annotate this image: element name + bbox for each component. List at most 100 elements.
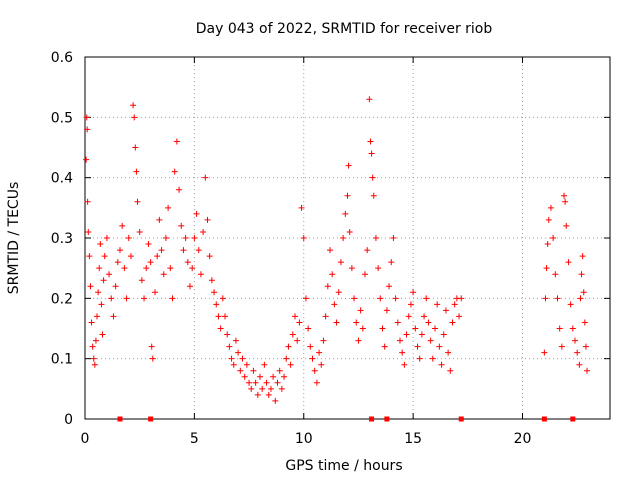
data-point xyxy=(429,355,436,362)
data-point xyxy=(285,343,292,350)
y-tick-label: 0.5 xyxy=(51,110,73,126)
data-point xyxy=(267,385,274,392)
data-point xyxy=(281,373,288,380)
data-point xyxy=(189,265,196,272)
data-point xyxy=(342,210,349,217)
x-axis: 0 5 10 15 20 xyxy=(81,57,531,447)
data-point xyxy=(141,295,148,302)
data-point xyxy=(388,259,395,266)
data-point xyxy=(226,343,233,350)
data-point xyxy=(318,361,325,368)
data-point xyxy=(407,301,414,308)
data-point xyxy=(156,216,163,223)
data-point xyxy=(447,367,454,374)
data-point xyxy=(134,198,141,205)
data-point xyxy=(556,325,563,332)
data-point xyxy=(160,271,167,278)
data-point xyxy=(351,295,358,302)
data-point xyxy=(241,373,248,380)
data-point xyxy=(405,313,412,320)
data-point xyxy=(217,325,224,332)
data-point xyxy=(182,235,189,241)
data-point xyxy=(565,259,572,266)
x-tick-label: 10 xyxy=(295,431,313,447)
data-point xyxy=(367,138,374,145)
data-point xyxy=(542,295,549,302)
data-point xyxy=(581,319,588,326)
data-point xyxy=(85,228,92,235)
data-point xyxy=(121,265,128,272)
data-point xyxy=(438,361,445,368)
data-point xyxy=(138,277,145,284)
data-point xyxy=(228,355,235,362)
data-point xyxy=(162,235,169,241)
data-point xyxy=(276,367,283,374)
data-point xyxy=(261,361,268,368)
data-point xyxy=(403,331,410,338)
data-point xyxy=(114,259,121,266)
data-point xyxy=(91,361,98,368)
data-point xyxy=(576,361,583,368)
data-point xyxy=(353,319,360,326)
data-point xyxy=(133,168,140,175)
data-point xyxy=(359,325,366,332)
data-point xyxy=(544,241,551,248)
data-point xyxy=(569,325,576,332)
data-point xyxy=(345,162,352,169)
data-point xyxy=(292,313,298,320)
data-point xyxy=(130,102,137,109)
data-point xyxy=(383,307,390,314)
data-point xyxy=(449,319,456,326)
data-point xyxy=(165,204,172,211)
data-point xyxy=(257,373,263,380)
y-axis: 0 0.1 0.2 0.3 0.4 0.5 0.6 xyxy=(51,50,610,428)
data-point xyxy=(562,198,569,205)
data-point xyxy=(83,156,90,163)
data-point xyxy=(320,337,327,344)
data-point xyxy=(440,331,447,338)
data-point xyxy=(208,277,215,284)
data-point xyxy=(97,241,104,248)
data-point xyxy=(305,325,312,332)
data-point xyxy=(211,289,218,296)
data-point xyxy=(171,168,178,175)
data-point xyxy=(239,355,246,362)
data-point xyxy=(324,283,331,290)
data-point xyxy=(577,295,584,302)
data-point xyxy=(541,349,548,356)
data-point xyxy=(197,271,204,278)
data-point xyxy=(112,283,119,290)
data-point xyxy=(547,204,554,211)
data-point xyxy=(357,307,364,314)
data-point xyxy=(364,247,371,254)
data-point xyxy=(148,343,155,350)
data-point xyxy=(442,307,449,314)
data-point xyxy=(580,289,587,296)
data-point xyxy=(296,319,303,326)
data-point xyxy=(381,343,388,350)
data-point xyxy=(416,355,423,362)
data-point xyxy=(243,361,250,368)
data-point xyxy=(394,319,401,326)
data-point xyxy=(331,301,338,308)
data-point xyxy=(83,114,90,121)
data-point xyxy=(263,379,270,386)
data-point xyxy=(235,349,242,356)
x-tick-label: 0 xyxy=(81,431,90,447)
data-point xyxy=(316,349,323,356)
data-point xyxy=(335,289,342,296)
data-point xyxy=(287,361,294,368)
data-point xyxy=(322,313,329,320)
y-tick-label: 0 xyxy=(64,412,73,428)
data-point xyxy=(158,247,165,254)
zero-marker xyxy=(570,416,576,422)
data-point xyxy=(563,222,570,229)
data-point xyxy=(436,343,443,350)
data-point xyxy=(543,265,550,272)
y-tick-label: 0.4 xyxy=(51,171,73,187)
data-point xyxy=(582,343,589,350)
data-point xyxy=(132,144,139,151)
data-point xyxy=(145,241,152,248)
data-point xyxy=(366,96,373,103)
